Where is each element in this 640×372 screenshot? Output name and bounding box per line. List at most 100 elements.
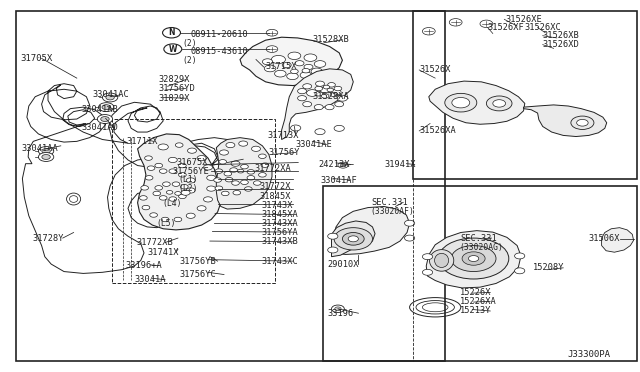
Text: 33041AC: 33041AC (93, 90, 129, 99)
Circle shape (515, 268, 525, 274)
Text: 31526XC: 31526XC (525, 23, 561, 32)
Circle shape (181, 190, 190, 195)
Circle shape (142, 205, 150, 210)
Circle shape (106, 95, 115, 100)
Circle shape (163, 182, 170, 186)
Text: 15213Y: 15213Y (460, 307, 491, 315)
Text: (L4): (L4) (163, 199, 182, 208)
Circle shape (314, 105, 323, 110)
Text: 31941X: 31941X (384, 160, 415, 169)
Text: 31526XF: 31526XF (488, 23, 524, 32)
Circle shape (451, 246, 496, 272)
Circle shape (298, 96, 307, 101)
Text: 31506X: 31506X (589, 234, 620, 243)
Circle shape (445, 93, 477, 112)
Circle shape (332, 305, 344, 312)
Circle shape (169, 197, 177, 201)
Circle shape (327, 88, 333, 92)
Circle shape (186, 213, 195, 218)
Circle shape (150, 213, 157, 217)
Circle shape (197, 206, 206, 211)
Text: 15208Y: 15208Y (532, 263, 564, 272)
Circle shape (449, 19, 462, 26)
Circle shape (102, 93, 118, 102)
Circle shape (38, 153, 54, 161)
Circle shape (515, 253, 525, 259)
Circle shape (99, 103, 114, 112)
Text: 31728Y: 31728Y (32, 234, 63, 243)
Circle shape (288, 52, 301, 60)
Text: 08915-43610: 08915-43610 (191, 47, 248, 56)
Circle shape (342, 232, 364, 245)
Circle shape (337, 95, 348, 101)
Circle shape (266, 46, 278, 52)
Circle shape (298, 89, 307, 94)
Circle shape (328, 247, 338, 253)
Circle shape (221, 191, 229, 196)
Text: (L5): (L5) (156, 219, 175, 228)
Circle shape (486, 96, 512, 111)
Circle shape (226, 142, 235, 148)
Text: 31743XB: 31743XB (261, 237, 298, 246)
Text: 31845XA: 31845XA (261, 210, 298, 219)
Text: 15226XA: 15226XA (460, 297, 496, 306)
Circle shape (159, 169, 167, 173)
Text: 29010X: 29010X (328, 260, 359, 269)
Text: 31715X: 31715X (266, 62, 297, 71)
Circle shape (340, 164, 346, 167)
Polygon shape (333, 206, 410, 254)
Circle shape (259, 154, 266, 158)
Polygon shape (282, 69, 353, 140)
Circle shape (244, 187, 252, 191)
Text: 31756YB: 31756YB (179, 257, 216, 266)
Circle shape (316, 81, 324, 86)
Circle shape (197, 155, 206, 161)
Circle shape (241, 180, 248, 185)
Circle shape (334, 228, 372, 250)
Circle shape (252, 146, 260, 151)
Circle shape (325, 105, 334, 110)
Circle shape (303, 84, 312, 89)
Circle shape (100, 116, 109, 122)
Circle shape (262, 59, 273, 65)
Text: 31756Y: 31756Y (269, 148, 300, 157)
Circle shape (259, 173, 266, 177)
Text: 31743XA: 31743XA (261, 219, 298, 228)
Circle shape (253, 181, 261, 185)
Circle shape (468, 256, 479, 262)
Circle shape (169, 169, 177, 173)
Circle shape (179, 194, 186, 199)
Circle shape (42, 148, 51, 154)
Text: 31526XE: 31526XE (506, 15, 542, 24)
Text: 31526XB: 31526XB (543, 31, 579, 40)
Circle shape (315, 86, 323, 91)
Circle shape (303, 102, 312, 107)
Polygon shape (138, 134, 221, 230)
Circle shape (153, 191, 161, 196)
Text: N: N (168, 28, 175, 37)
Circle shape (328, 83, 335, 87)
Circle shape (315, 129, 325, 135)
Circle shape (315, 92, 323, 96)
Circle shape (175, 143, 183, 147)
Circle shape (175, 192, 181, 195)
Circle shape (241, 164, 248, 169)
Circle shape (140, 196, 147, 200)
Text: 31711X: 31711X (127, 137, 158, 146)
Circle shape (232, 181, 239, 185)
Circle shape (577, 119, 588, 126)
Circle shape (304, 54, 317, 61)
Text: 31713X: 31713X (268, 131, 299, 140)
Circle shape (266, 29, 278, 36)
Text: (L1): (L1) (178, 175, 197, 184)
Circle shape (264, 65, 276, 72)
Circle shape (295, 61, 304, 66)
Text: 31829X: 31829X (159, 94, 190, 103)
Text: 15226X: 15226X (460, 288, 491, 297)
Circle shape (307, 90, 318, 96)
Text: (33020AG): (33020AG) (460, 243, 504, 251)
Circle shape (147, 166, 155, 170)
Text: 31756YA: 31756YA (261, 228, 298, 237)
Circle shape (330, 92, 338, 97)
Text: 32829X: 32829X (159, 75, 190, 84)
